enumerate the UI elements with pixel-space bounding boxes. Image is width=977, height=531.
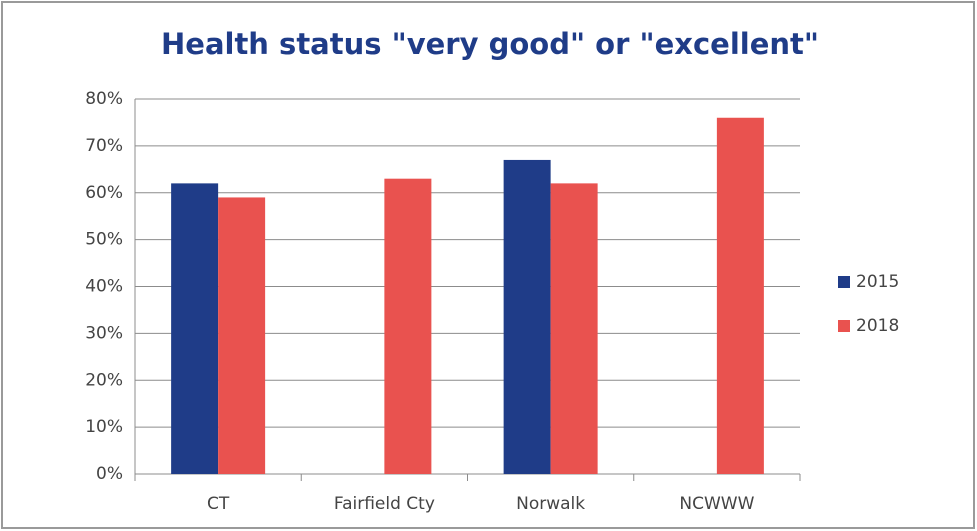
x-tick-label: CT bbox=[207, 494, 230, 514]
y-tick-label: 10% bbox=[85, 417, 123, 437]
bar bbox=[218, 197, 266, 474]
y-tick-label: 70% bbox=[85, 136, 123, 156]
y-tick-label: 80% bbox=[85, 89, 123, 109]
bar bbox=[171, 183, 219, 474]
y-tick-label: 50% bbox=[85, 230, 123, 250]
legend-label: 2018 bbox=[856, 316, 899, 336]
chart-title: Health status "very good" or "excellent" bbox=[161, 27, 819, 61]
legend-swatch bbox=[838, 276, 850, 288]
x-tick-label: NCWWW bbox=[679, 494, 754, 514]
y-tick-label: 40% bbox=[85, 277, 123, 297]
bar bbox=[716, 117, 764, 474]
legend-swatch bbox=[838, 320, 850, 332]
bar bbox=[503, 159, 551, 474]
y-tick-label: 30% bbox=[85, 323, 123, 343]
y-tick-label: 20% bbox=[85, 370, 123, 390]
bar bbox=[550, 183, 598, 474]
x-tick-label: Norwalk bbox=[516, 494, 585, 514]
legend-label: 2015 bbox=[856, 272, 899, 292]
y-tick-label: 60% bbox=[85, 183, 123, 203]
y-tick-label: 0% bbox=[96, 464, 123, 484]
x-tick-label: Fairfield Cty bbox=[334, 494, 435, 514]
bar bbox=[384, 178, 432, 474]
